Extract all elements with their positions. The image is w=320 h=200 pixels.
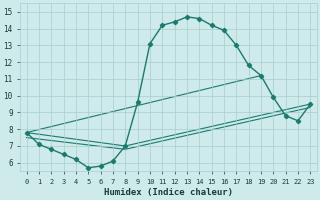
X-axis label: Humidex (Indice chaleur): Humidex (Indice chaleur) <box>104 188 233 197</box>
